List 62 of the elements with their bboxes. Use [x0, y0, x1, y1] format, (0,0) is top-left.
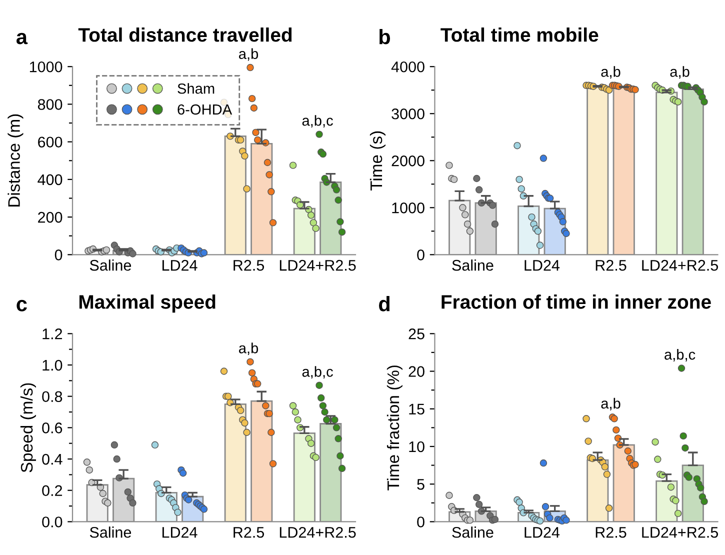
x-tick-label: LD24+R2.5 [642, 526, 718, 538]
legend-label: 6-OHDA [178, 104, 232, 115]
annotation: a,b,c [664, 349, 696, 362]
x-tick-label: LD24 [162, 526, 198, 538]
y-axis-title: Speed (m/s) [20, 383, 36, 472]
y-tick-label: 0 [54, 250, 62, 260]
annotation: a,b,c [302, 366, 333, 379]
x-tick-label: LD24+R2.5 [280, 260, 356, 271]
annotation: a,b [601, 398, 620, 410]
x-tick-label: Saline [90, 260, 132, 271]
y-tick-label: 0.8 [42, 391, 62, 402]
text: c [16, 300, 27, 312]
x-tick-label: R2.5 [234, 526, 264, 538]
y-tick-label: 600 [38, 136, 62, 148]
x-tick-label: LD24 [524, 260, 560, 271]
y-tick-label: 0 [417, 250, 424, 260]
chart-title: Total distance travelled [78, 28, 292, 42]
y-tick-label: 0.6 [42, 422, 62, 434]
text: b [380, 28, 390, 44]
x-tick-label: LD24+R2.5 [642, 260, 718, 271]
y-tick-label: 400 [38, 174, 62, 186]
annotation: a,b [670, 66, 690, 79]
x-tick-label: Saline [452, 526, 494, 538]
legend-label: Sham [178, 83, 214, 94]
x-tick-label: LD24+R2.5 [280, 526, 356, 538]
y-tick-label: 15 [409, 404, 424, 415]
x-tick-label: R2.5 [596, 260, 626, 271]
text: a [16, 32, 28, 44]
x-tick-label: R2.5 [596, 526, 626, 538]
y-tick-label: 0 [417, 516, 424, 528]
chart-title: Maximal speed [79, 294, 216, 313]
y-axis-title: Time fraction (%) [386, 366, 402, 490]
y-tick-label: 5 [417, 479, 424, 490]
y-tick-label: 200 [38, 212, 62, 223]
y-tick-label: 0.4 [42, 454, 62, 465]
y-tick-label: 1000 [392, 202, 424, 214]
y-tick-label: 1.2 [42, 328, 62, 340]
y-tick-label: 20 [408, 366, 424, 377]
y-tick-label: 3000 [392, 108, 424, 120]
text: d [379, 296, 390, 312]
y-axis-title: Distance (m) [8, 114, 24, 206]
y-tick-label: 0.2 [42, 485, 62, 496]
x-tick-label: Saline [90, 526, 132, 538]
y-tick-label: 800 [38, 99, 62, 110]
chart-title: Total time mobile [440, 28, 598, 42]
annotation: a,b [239, 342, 258, 356]
y-tick-label: 1000 [30, 61, 62, 72]
y-tick-label: 2000 [392, 155, 424, 166]
x-tick-label: LD24 [162, 260, 198, 271]
annotation: a,b,c [302, 115, 333, 128]
y-tick-label: 4000 [391, 61, 424, 72]
y-tick-label: 0.0 [42, 516, 62, 528]
x-tick-label: R2.5 [234, 260, 264, 271]
y-tick-label: 25 [408, 328, 424, 340]
y-tick-label: 10 [409, 441, 424, 452]
text: a,b [239, 48, 258, 61]
y-axis-title: Time (s) [370, 131, 386, 190]
annotation: a,b [601, 66, 620, 79]
y-tick-label: 1.0 [42, 360, 62, 371]
x-tick-label: Saline [452, 260, 494, 271]
chart-title: Fraction of time in inner zone [442, 294, 711, 309]
x-tick-label: LD24 [524, 526, 560, 538]
